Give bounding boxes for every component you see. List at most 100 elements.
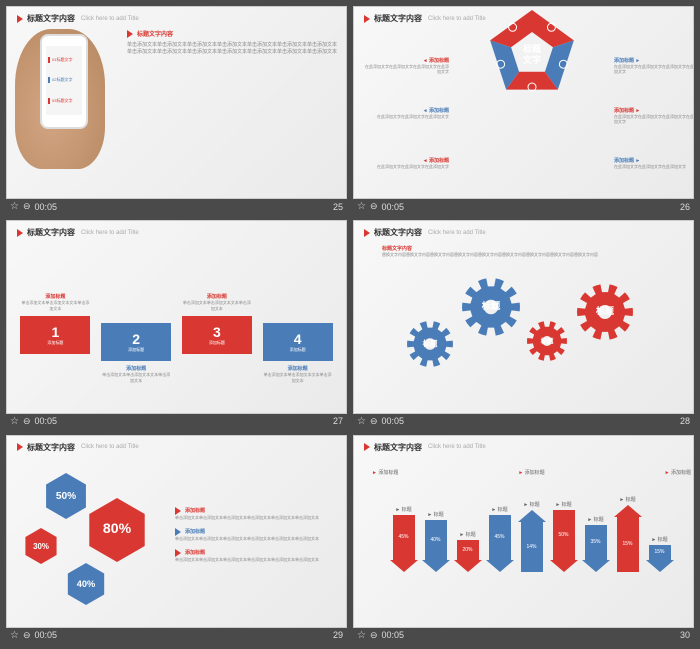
star-icon[interactable]: ☆ <box>10 201 19 212</box>
hexagon-chart: 50% 80% 30% 40% <box>15 468 165 608</box>
arrow-up: ► 标题15% <box>613 496 643 572</box>
star-icon[interactable]: ☆ <box>357 201 366 212</box>
text-item: 添加标题单击添加文本单击添加文本单击添加文本单击添加文本单击添加文本单击添加文本 <box>175 549 338 562</box>
svg-text:标题: 标题 <box>481 300 501 311</box>
svg-text:标题: 标题 <box>521 43 541 54</box>
slide-number: 30 <box>680 630 690 640</box>
text-item: 添加标题单击添加文本单击添加文本单击添加文本单击添加文本单击添加文本单击添加文本 <box>175 528 338 541</box>
gear-icon: 标题 <box>527 321 567 366</box>
hexagon: 30% <box>23 528 59 564</box>
anim-icon[interactable]: ⊖ <box>370 630 378 641</box>
anim-icon[interactable]: ⊖ <box>23 201 31 212</box>
slide-title: 标题文字内容 <box>27 442 75 453</box>
star-icon[interactable]: ☆ <box>357 630 366 641</box>
slide-header: 标题文字内容 Click here to add Title <box>354 436 693 459</box>
hexagon: 40% <box>65 563 107 605</box>
slide-header: 标题文字内容 Click here to add Title <box>354 221 693 244</box>
text-item: 添加标题单击添加文本单击添加文本单击添加文本单击添加文本单击添加文本单击添加文本 <box>175 507 338 520</box>
svg-text:80%: 80% <box>103 520 132 536</box>
phone-list-item: 03标题文字 <box>48 98 80 104</box>
triangle-icon <box>127 30 133 38</box>
triangle-icon <box>364 229 370 237</box>
step-column: 2添加标题 添加标题单击添加文本单击添加文本文本单击添加文本 <box>101 293 171 384</box>
slide-footer: ☆ ⊖ 00:05 30 <box>353 628 694 643</box>
anim-icon[interactable]: ⊖ <box>370 201 378 212</box>
gear-icon: 标题 <box>577 284 633 345</box>
slide-26[interactable]: 标题文字内容 Click here to add Title 标题文字 添加标题… <box>353 6 694 199</box>
svg-text:文字: 文字 <box>521 54 540 65</box>
slide-footer: ☆ ⊖ 00:05 27 <box>6 414 347 429</box>
slide-grid: 标题文字内容 Click here to add Title 01标题文字 02标… <box>0 0 700 649</box>
slide-subtitle: Click here to add Title <box>81 230 139 236</box>
triangle-icon <box>17 443 23 451</box>
slide-25[interactable]: 标题文字内容 Click here to add Title 01标题文字 02标… <box>6 6 347 199</box>
slide-title: 标题文字内容 <box>374 227 422 238</box>
pentagon-diagram: 标题文字 <box>482 6 582 102</box>
arrow-down: ► 标题40% <box>421 511 451 572</box>
slide-subtitle: Click here to add Title <box>81 16 139 22</box>
step-number-box: 3添加标题 <box>182 316 252 354</box>
slide-27[interactable]: 标题文字内容 Click here to add Title 添加标题单击添加文… <box>6 220 347 413</box>
arrow-down: ► 标题45% <box>389 506 419 572</box>
hexagon: 50% <box>43 473 89 519</box>
anim-icon[interactable]: ⊖ <box>23 630 31 641</box>
slide-time: 00:05 <box>35 416 58 426</box>
arrow-down: ► 标题35% <box>581 516 611 572</box>
hexagon: 80% <box>85 498 149 562</box>
step-column: 4添加标题 添加标题单击添加文本单击添加文本文本单击添加文本 <box>263 293 333 384</box>
diagram-label: 添加标题在此添加文字在此添加文字在此添加文字 <box>364 107 449 120</box>
triangle-icon <box>364 443 370 451</box>
slide-header: 标题文字内容 Click here to add Title <box>7 436 346 459</box>
slide-subtitle: Click here to add Title <box>428 444 486 450</box>
slide-subtitle: Click here to add Title <box>81 444 139 450</box>
slide-footer: ☆ ⊖ 00:05 25 <box>6 199 347 214</box>
arrow-down: ► 标题45% <box>485 506 515 572</box>
svg-text:标题: 标题 <box>595 305 615 316</box>
diagram-label: 添加标题在此添加文字在此添加文字在此添加文字在此添加文字 <box>614 107 694 125</box>
triangle-icon <box>17 229 23 237</box>
star-icon[interactable]: ☆ <box>10 630 19 641</box>
arrow-up: ► 标题14% <box>517 501 547 572</box>
slide-29[interactable]: 标题文字内容 Click here to add Title 50% 80% 30%… <box>6 435 347 628</box>
slide-title: 标题文字内容 <box>27 13 75 24</box>
diagram-label: 添加标题在此添加文字在此添加文字在此添加文字 <box>364 157 449 170</box>
anim-icon[interactable]: ⊖ <box>370 416 378 427</box>
slide-footer: ☆ ⊖ 00:05 26 <box>353 199 694 214</box>
step-column: 添加标题单击添加文本单击添加文本文本单击添加文本 1添加标题 <box>20 293 90 384</box>
gear-icon: 标题 <box>407 321 453 372</box>
body-text: 单击添加文本单击添加文本单击添加文本单击添加文本单击添加文本单击添加文本单击添加… <box>127 42 338 56</box>
slide-title: 标题文字内容 <box>374 13 422 24</box>
phone-list-item: 02标题文字 <box>48 77 80 83</box>
slide-30[interactable]: 标题文字内容 Click here to add Title ► 标题45%► … <box>353 435 694 628</box>
step-number-box: 2添加标题 <box>101 323 171 361</box>
phone-list-item: 01标题文字 <box>48 57 80 63</box>
slide-number: 27 <box>333 416 343 426</box>
triangle-icon <box>17 15 23 23</box>
slide-title: 标题文字内容 <box>27 227 75 238</box>
diagram-label: 添加标题在此添加文字在此添加文字在此添加文字 <box>614 157 694 170</box>
arrow-down: ► 标题20% <box>453 531 483 572</box>
step-column: 添加标题单击添加文本单击添加文本文本单击添加文本 3添加标题 <box>182 293 252 384</box>
phone-mockup: 01标题文字 02标题文字 03标题文字 <box>15 29 115 190</box>
step-number-box: 4添加标题 <box>263 323 333 361</box>
svg-text:30%: 30% <box>33 542 49 551</box>
star-icon[interactable]: ☆ <box>357 416 366 427</box>
arrow-chart: ► 标题45%► 标题40%► 标题20%► 标题45%► 标题14%► 标题5… <box>372 496 691 572</box>
star-icon[interactable]: ☆ <box>10 416 19 427</box>
slide-number: 26 <box>680 202 690 212</box>
slide-header: 标题文字内容 Click here to add Title <box>7 7 346 30</box>
slide-time: 00:05 <box>35 630 58 640</box>
arrow-down: ► 标题50% <box>549 501 579 572</box>
slide-footer: ☆ ⊖ 00:05 29 <box>6 628 347 643</box>
arrow-down: ► 标题15% <box>645 536 675 572</box>
svg-text:标题: 标题 <box>422 339 438 348</box>
slide-time: 00:05 <box>382 416 405 426</box>
gear-icon: 标题 <box>462 278 520 341</box>
slide-title: 标题文字内容 <box>374 442 422 453</box>
anim-icon[interactable]: ⊖ <box>23 416 31 427</box>
diagram-label: 添加标题在此添加文字在此添加文字在此添加文字在此添加文字 <box>364 57 449 75</box>
bottom-labels: 添加标题添加标题添加标题 <box>372 469 691 476</box>
step-number-box: 1添加标题 <box>20 316 90 354</box>
slide-28[interactable]: 标题文字内容 Click here to add Title 标题标题标题标题 … <box>353 220 694 413</box>
slide-footer: ☆ ⊖ 00:05 28 <box>353 414 694 429</box>
